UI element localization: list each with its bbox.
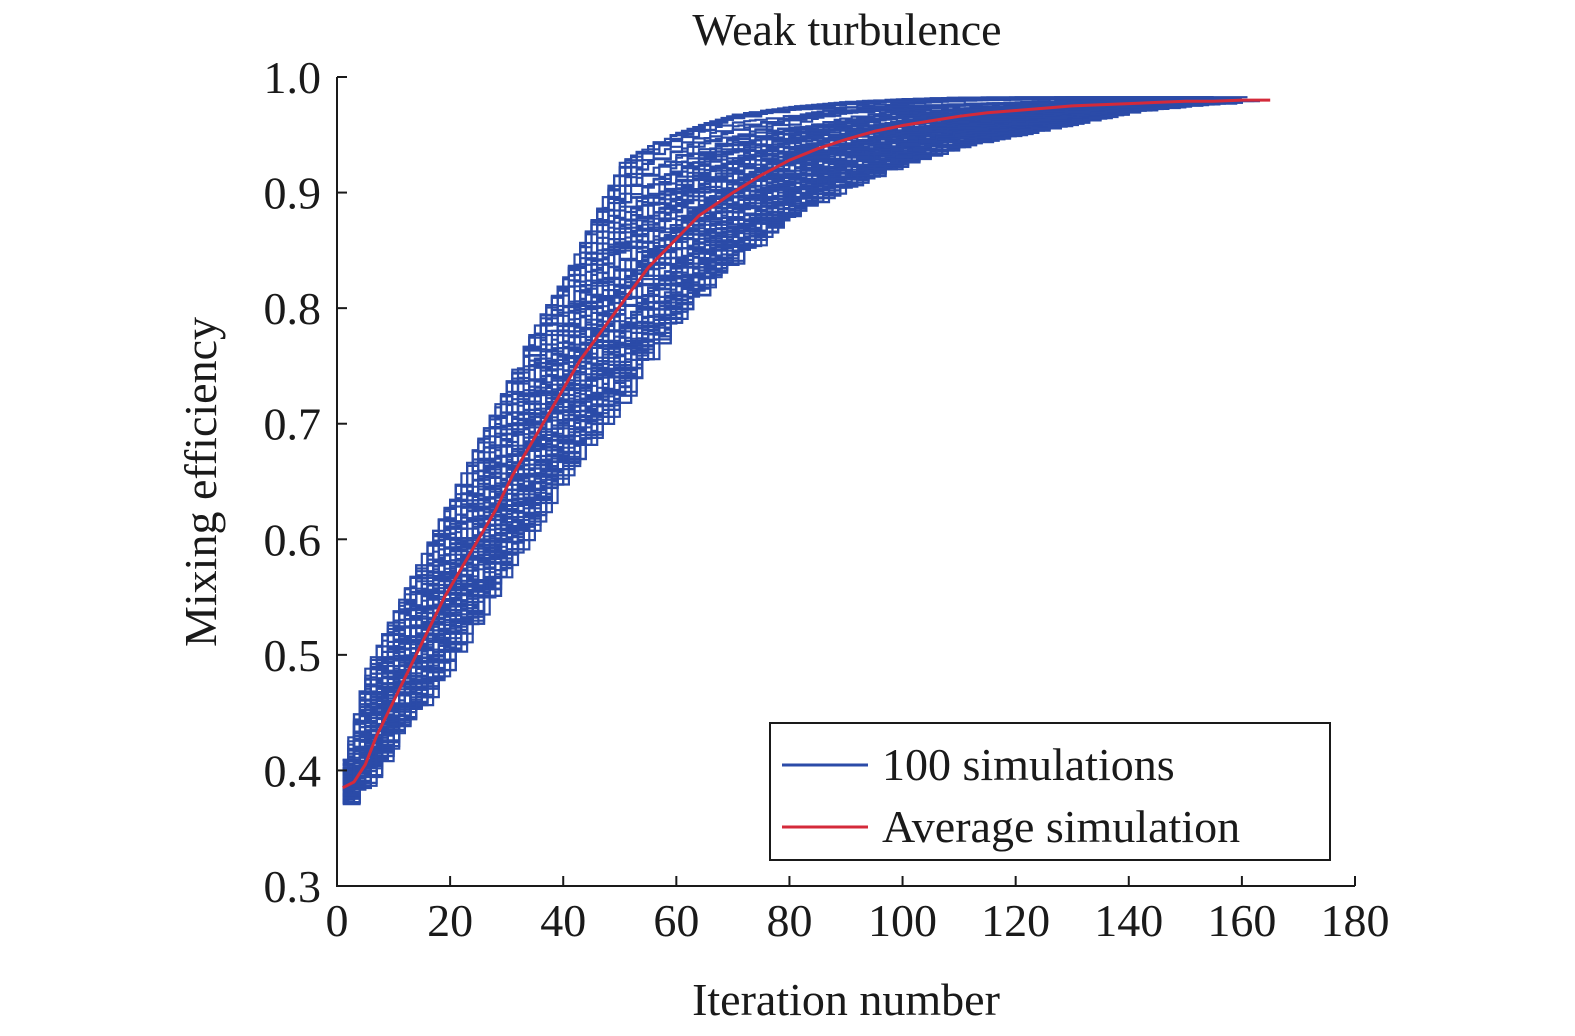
y-tick-label: 0.4	[264, 745, 322, 796]
simulation-line	[342, 100, 1068, 771]
x-tick-label: 180	[1321, 895, 1390, 946]
ticks: 0 20 40 60 80 100 120 140 160 180 0.3 0.4 0.5 0.6 0.7 0…	[264, 52, 1390, 946]
x-tick-label: 0	[326, 895, 349, 946]
y-tick-label: 0.3	[264, 861, 322, 912]
legend-box	[769, 722, 1331, 861]
simulation-line	[342, 96, 1174, 762]
x-tick-label: 160	[1207, 895, 1276, 946]
simulation-line	[342, 100, 1176, 775]
simulation-line	[342, 115, 1074, 797]
simulation-line	[342, 105, 1136, 788]
simulation-line	[342, 96, 1214, 761]
y-tick-label: 0.7	[264, 399, 322, 450]
average-simulation-line	[342, 98, 1271, 790]
x-tick-label: 140	[1094, 895, 1163, 946]
y-tick-label: 0.8	[264, 283, 322, 334]
x-tick-label: 40	[540, 895, 586, 946]
y-axis-title: Mixing efficiency	[175, 317, 226, 647]
x-axis-title: Iteration number	[692, 974, 1000, 1025]
x-tick-label: 120	[981, 895, 1050, 946]
x-tick-label: 20	[427, 895, 473, 946]
simulation-line	[342, 108, 1153, 804]
y-tick-label: 0.5	[264, 630, 322, 681]
legend-label-simulations: 100 simulations	[882, 739, 1175, 790]
x-tick-label: 80	[766, 895, 812, 946]
y-tick-label: 1.0	[264, 52, 322, 103]
legend-label-average: Average simulation	[882, 801, 1240, 852]
plot-clip-group	[342, 96, 1271, 806]
simulation-line	[342, 101, 1232, 796]
simulation-line	[342, 106, 1181, 804]
simulation-line	[342, 102, 1226, 800]
x-tick-label: 100	[868, 895, 937, 946]
chart-title: Weak turbulence	[692, 4, 1001, 55]
x-tick-label: 60	[653, 895, 699, 946]
legend: 100 simulations Average simulation	[769, 722, 1331, 861]
y-tick-label: 0.6	[264, 514, 322, 565]
y-tick-label: 0.9	[264, 168, 322, 219]
